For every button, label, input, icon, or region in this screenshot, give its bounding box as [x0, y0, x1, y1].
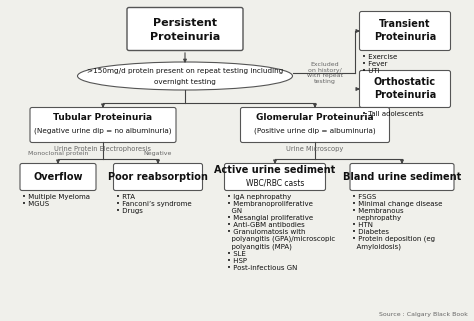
Text: Orthostatic: Orthostatic — [374, 77, 436, 87]
FancyBboxPatch shape — [359, 71, 450, 108]
Text: Transient: Transient — [379, 19, 431, 29]
Text: • RTA
• Fanconi’s syndrome
• Drugs: • RTA • Fanconi’s syndrome • Drugs — [116, 194, 191, 214]
Text: • Multiple Myeloma
• MGUS: • Multiple Myeloma • MGUS — [22, 194, 91, 207]
Text: Urine Microscopy: Urine Microscopy — [286, 146, 344, 152]
Text: Urine Protein Electrophoresis: Urine Protein Electrophoresis — [55, 146, 152, 152]
Text: Proteinuria: Proteinuria — [374, 90, 436, 100]
Text: (Negative urine dip = no albuminuria): (Negative urine dip = no albuminuria) — [34, 128, 172, 134]
Text: Tubular Proteinuria: Tubular Proteinuria — [54, 112, 153, 122]
FancyBboxPatch shape — [113, 163, 202, 190]
Text: Proteinuria: Proteinuria — [150, 32, 220, 42]
FancyBboxPatch shape — [359, 12, 450, 50]
Text: Monoclonal protein: Monoclonal protein — [28, 151, 88, 155]
FancyBboxPatch shape — [225, 163, 326, 190]
Text: (Positive urine dip = albuminuria): (Positive urine dip = albuminuria) — [254, 128, 376, 134]
FancyBboxPatch shape — [127, 7, 243, 50]
Text: Bland urine sediment: Bland urine sediment — [343, 172, 461, 182]
Text: WBC/RBC casts: WBC/RBC casts — [246, 178, 304, 187]
Text: Source : Calgary Black Book: Source : Calgary Black Book — [379, 312, 468, 317]
Text: • Exercise
• Fever
• UTI: • Exercise • Fever • UTI — [362, 54, 397, 74]
Text: Excluded
on history/
with repeat
testing: Excluded on history/ with repeat testing — [307, 62, 343, 84]
Text: >150mg/d protein present on repeat testing including: >150mg/d protein present on repeat testi… — [87, 68, 283, 74]
Text: overnight testing: overnight testing — [154, 79, 216, 85]
Text: Proteinuria: Proteinuria — [374, 32, 436, 42]
Text: • IgA nephropathy
• Membranoproliferative
  GN
• Mesangial proliferative
• Anti-: • IgA nephropathy • Membranoproliferativ… — [227, 194, 335, 271]
Text: Overflow: Overflow — [33, 172, 83, 182]
FancyBboxPatch shape — [30, 108, 176, 143]
FancyBboxPatch shape — [20, 163, 96, 190]
Text: Active urine sediment: Active urine sediment — [214, 165, 336, 175]
Text: Persistent: Persistent — [153, 18, 217, 28]
FancyBboxPatch shape — [350, 163, 454, 190]
Text: Poor reabsorption: Poor reabsorption — [108, 172, 208, 182]
Text: Negative: Negative — [144, 151, 172, 155]
Text: • Tall adolescents: • Tall adolescents — [362, 111, 424, 117]
Text: Glomerular Proteinuria: Glomerular Proteinuria — [256, 112, 374, 122]
FancyBboxPatch shape — [240, 108, 390, 143]
Text: • FSGS
• Minimal change disease
• Membranous
  nephropathy
• HTN
• Diabetes
• Pr: • FSGS • Minimal change disease • Membra… — [353, 194, 443, 250]
Ellipse shape — [78, 62, 292, 90]
